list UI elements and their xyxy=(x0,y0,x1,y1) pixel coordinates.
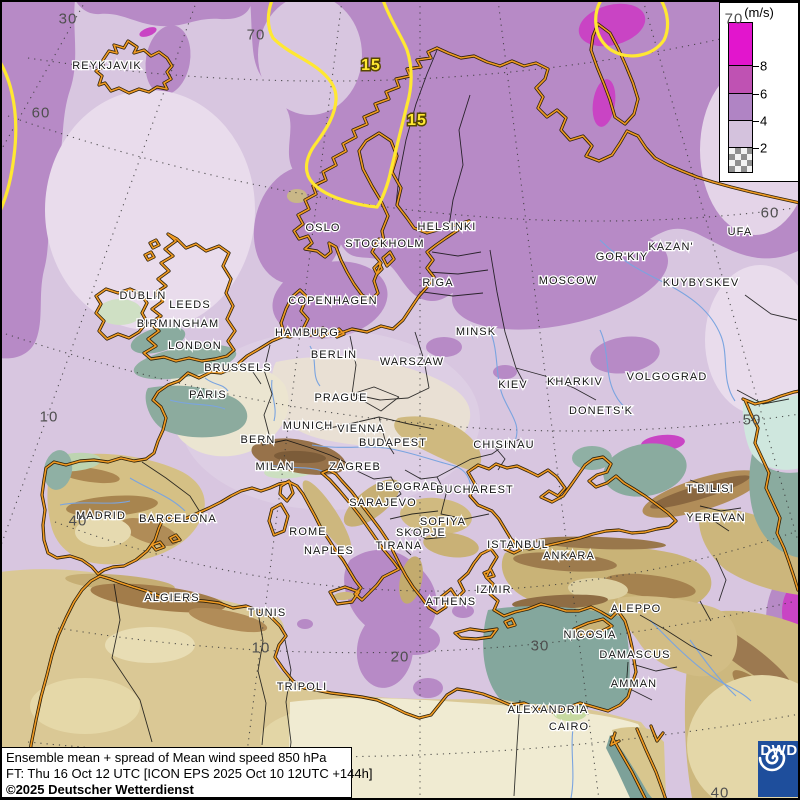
city-label-naples: NAPLES xyxy=(304,545,354,557)
city-label-munich: MUNICH xyxy=(283,420,334,432)
city-label-stockholm: STOCKHOLM xyxy=(345,238,424,250)
city-label-vienna: VIENNA xyxy=(337,423,385,435)
spread-4-6-layer xyxy=(0,0,800,698)
city-label-zagreb: ZAGREB xyxy=(329,461,381,473)
city-label-warszaw: WARSZAW xyxy=(380,356,444,368)
city-label-yerevan: YEREVAN xyxy=(686,512,745,524)
city-label-sofiya: SOFIYA xyxy=(420,516,466,528)
contour-label-15: 15 xyxy=(407,112,427,129)
city-label-milan: MILAN xyxy=(255,461,294,473)
city-label-skopje: SKOPJE xyxy=(396,527,446,539)
city-label-dublin: DUBLIN xyxy=(120,290,167,302)
legend-tick-mark-2 xyxy=(753,148,759,149)
city-label-amman: AMMAN xyxy=(611,678,657,690)
legend-swatch-3 xyxy=(728,121,753,148)
city-label-nicosia: NICOSIA xyxy=(564,629,617,641)
city-label-riga: RIGA xyxy=(422,277,453,289)
rivers-layer xyxy=(59,239,752,799)
city-label-ufa: UFA xyxy=(728,226,753,238)
legend-tick-mark-6 xyxy=(753,94,759,95)
legend-tick-label-8: 8 xyxy=(760,58,768,74)
legend-tick-mark-8 xyxy=(753,66,759,67)
city-label-tripoli: TRIPOLI xyxy=(277,681,328,693)
city-label-alexandria: ALEXANDRIA xyxy=(508,704,589,716)
city-label-minsk: MINSK xyxy=(456,326,496,338)
city-labels-layer: REYKJAVIK OSLO STOCKHOLM HELSINKI RIGA COPENH… xyxy=(71,59,753,735)
city-label-bern: BERN xyxy=(241,434,276,446)
city-label-algiers: ALGIERS xyxy=(144,592,199,604)
annotation-forecast-time: FT: Thu 16 Oct 12 UTC [ICON EPS 2025 Oct… xyxy=(6,766,373,781)
city-label-athens: ATHENS xyxy=(426,596,476,608)
city-label-izmir: IZMIR xyxy=(476,584,511,596)
city-label-aleppo: ALEPPO xyxy=(611,603,662,615)
legend-swatch-0 xyxy=(728,22,753,66)
annotation-copyright: ©2025 Deutscher Wetterdienst xyxy=(6,782,194,797)
legend-tick-label-2: 2 xyxy=(760,140,768,156)
city-label-leeds: LEEDS xyxy=(169,299,211,311)
city-label-istanbul: ISTANBUL xyxy=(487,539,549,551)
city-label-hamburg: HAMBURG xyxy=(275,327,339,339)
city-label-damascus: DAMASCUS xyxy=(599,649,670,661)
city-label-tunis: TUNIS xyxy=(248,607,287,619)
city-label-volgograd: VOLGOGRAD xyxy=(627,371,708,383)
contour-15-layer xyxy=(0,0,670,213)
legend-tick-label-6: 6 xyxy=(760,86,768,102)
legend-swatch-1 xyxy=(728,66,753,94)
city-label-tirana: TIRANA xyxy=(376,540,423,552)
city-label-ankara: ANKARA xyxy=(543,550,595,562)
city-label-paris: PARIS xyxy=(189,389,227,401)
city-label-helsinki: HELSINKI xyxy=(418,221,477,233)
city-label-gor-kiy: GOR'KIY xyxy=(596,251,649,263)
terrain-layer xyxy=(0,189,800,800)
city-label-donets-k: DONETS'K xyxy=(569,405,633,417)
city-label-berlin: BERLIN xyxy=(311,349,357,361)
city-label-oslo: OSLO xyxy=(306,222,341,234)
city-label-cairo: CAIRO xyxy=(549,721,589,733)
legend-unit-label: (m/s) xyxy=(744,5,774,20)
map-annotation-box: Ensemble mean + spread of Mean wind spee… xyxy=(0,747,373,798)
annotation-title: Ensemble mean + spread of Mean wind spee… xyxy=(6,750,327,765)
dwd-logo: DWD xyxy=(758,741,800,797)
city-label-reykjavik: REYKJAVIK xyxy=(72,60,142,72)
city-label-kuybyskev: KUYBYSKEV xyxy=(663,277,740,289)
legend-tick-mark-4 xyxy=(753,121,759,122)
dwd-spiral-icon xyxy=(758,748,786,772)
contour-label-15: 15 xyxy=(361,57,381,74)
city-label-barcelona: BARCELONA xyxy=(139,513,217,525)
legend-swatches xyxy=(728,22,753,173)
legend-tick-label-4: 4 xyxy=(760,113,768,129)
wind-speed-legend: (m/s) 8 6 4 2 xyxy=(719,2,799,182)
city-label-beograd: BEOGRAD xyxy=(377,481,440,493)
city-label-london: LONDON xyxy=(168,340,222,352)
city-label-rome: ROME xyxy=(289,526,326,538)
city-label-birmingham: BIRMINGHAM xyxy=(137,318,220,330)
coastline-orange-layer xyxy=(25,23,800,800)
city-label-t-bilisi: T'BILISI xyxy=(686,483,734,495)
city-label-kharkiv: KHARKIV xyxy=(547,376,603,388)
city-label-madrid: MADRID xyxy=(76,510,126,522)
city-label-bucharest: BUCHAREST xyxy=(436,484,514,496)
city-label-brussels: BRUSSELS xyxy=(204,362,272,374)
city-label-kiev: KIEV xyxy=(498,379,527,391)
legend-swatch-4 xyxy=(728,148,753,173)
city-label-budapest: BUDAPEST xyxy=(359,437,427,449)
city-label-prague: PRAGUE xyxy=(314,392,367,404)
city-label-kazan-: KAZAN' xyxy=(648,241,693,253)
city-label-sarajevo: SARAJEVO xyxy=(349,497,417,509)
city-label-copenhagen: COPENHAGEN xyxy=(288,295,377,307)
city-label-chisinau: CHISINAU xyxy=(473,439,534,451)
legend-swatch-2 xyxy=(728,94,753,121)
city-label-moscow: MOSCOW xyxy=(539,275,598,287)
